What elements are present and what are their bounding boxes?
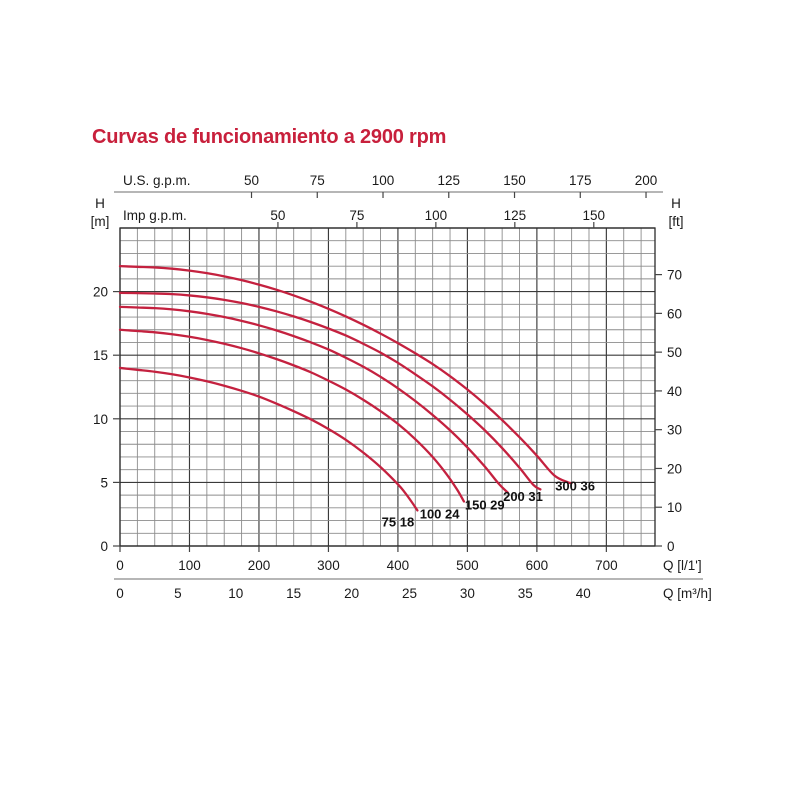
tick-label-bottom-primary: 0 (116, 558, 124, 573)
tick-label-top-inner: 100 (425, 208, 448, 223)
tick-label-bottom-primary: 100 (178, 558, 201, 573)
tick-label-top-inner: 50 (270, 208, 285, 223)
tick-label-bottom-secondary: 25 (402, 586, 417, 601)
tick-label-left: 0 (100, 539, 108, 554)
tick-label-bottom-secondary: 5 (174, 586, 182, 601)
curve-label: 200 31 (503, 489, 543, 504)
tick-label-bottom-primary: 700 (595, 558, 618, 573)
plot-frame (119, 227, 656, 547)
tick-label-bottom-secondary: 0 (116, 586, 124, 601)
top-outer-axis-name: U.S. g.p.m. (123, 173, 191, 188)
tick-label-right: 20 (667, 461, 682, 476)
tick-label-right: 0 (667, 539, 675, 554)
performance-curve (118, 328, 466, 503)
tick-label-right: 40 (667, 384, 682, 399)
tick-label-bottom-secondary: 40 (576, 586, 591, 601)
tick-label-right: 70 (667, 268, 682, 283)
tick-label-right: 10 (667, 500, 682, 515)
grid-layer (119, 227, 655, 547)
curve-label: 300 36 (555, 479, 595, 494)
curve-label: 150 29 (465, 498, 505, 513)
tick-label-bottom-secondary: 15 (286, 586, 301, 601)
tick-label-bottom-secondary: 30 (460, 586, 475, 601)
tick-label-top-inner: 75 (349, 208, 364, 223)
tick-label-bottom-secondary: 10 (228, 586, 243, 601)
bottom-secondary-unit: Q [m³/h] (663, 586, 712, 601)
tick-label-left: 15 (93, 348, 108, 363)
tick-label-bottom-primary: 200 (248, 558, 271, 573)
left-axis-symbol: H (95, 196, 105, 211)
tick-label-top-inner: 125 (504, 208, 527, 223)
tick-label-top-outer: 100 (372, 173, 395, 188)
performance-curve (118, 305, 509, 494)
tick-label-top-outer: 125 (437, 173, 460, 188)
tick-label-top-outer: 200 (635, 173, 658, 188)
top-inner-axis-name: Imp g.p.m. (123, 208, 187, 223)
tick-label-left: 20 (93, 285, 108, 300)
performance-curve (118, 366, 419, 512)
tick-label-left: 10 (93, 412, 108, 427)
curves-layer (118, 265, 573, 512)
right-axis-symbol: H (671, 196, 681, 211)
tick-label-top-inner: 150 (583, 208, 606, 223)
tick-label-bottom-secondary: 35 (518, 586, 533, 601)
tick-label-top-outer: 150 (503, 173, 526, 188)
performance-curve (118, 291, 542, 491)
curve-label: 100 24 (420, 507, 461, 522)
curve-label: 75 18 (382, 514, 415, 529)
performance-curve (118, 265, 573, 485)
bottom-primary-unit: Q [l/1'] (663, 558, 702, 573)
tick-label-right: 30 (667, 423, 682, 438)
tick-label-bottom-primary: 300 (317, 558, 340, 573)
tick-label-top-outer: 175 (569, 173, 592, 188)
tick-label-right: 60 (667, 306, 682, 321)
plot-border (119, 227, 656, 547)
page-title: Curvas de funcionamiento a 2900 rpm (92, 126, 447, 148)
tick-label-top-outer: 75 (310, 173, 325, 188)
right-axis-unit: [ft] (668, 214, 683, 229)
tick-label-right: 50 (667, 345, 682, 360)
tick-label-bottom-primary: 400 (387, 558, 410, 573)
tick-label-bottom-secondary: 20 (344, 586, 359, 601)
tick-label-top-outer: 50 (244, 173, 259, 188)
tick-label-bottom-primary: 600 (526, 558, 549, 573)
tick-label-bottom-primary: 500 (456, 558, 479, 573)
tick-label-left: 5 (100, 475, 108, 490)
left-axis-unit: [m] (91, 214, 110, 229)
